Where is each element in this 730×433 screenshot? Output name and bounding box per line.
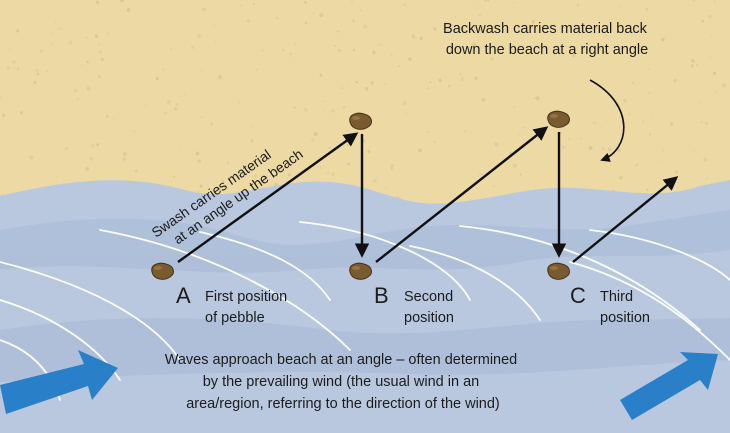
pebble-icon [151, 262, 174, 280]
position-letter-c: C [570, 283, 586, 308]
pebble-icon [349, 262, 372, 280]
backwash-label: Backwash carries material back down the … [443, 21, 651, 58]
backwash-pointer [589, 79, 625, 162]
swash-arrow-2 [375, 126, 549, 263]
position-letter-a: A [176, 283, 191, 308]
pebble-icon [547, 262, 570, 280]
position-letter-b: B [374, 283, 389, 308]
pebble-icon [547, 110, 570, 128]
wind-arrow-icon [0, 350, 118, 414]
wind-arrow-icon [620, 352, 718, 420]
position-caption-c: Third position [600, 289, 650, 326]
wind-arrows [0, 350, 718, 420]
waves-caption: Waves approach beach at an angle – often… [165, 352, 522, 412]
movement-arrows [177, 126, 679, 263]
pebbles [151, 110, 570, 280]
position-caption-a: First position of pebble [205, 289, 291, 326]
position-caption-b: Second position [404, 289, 457, 326]
swash-arrow-1 [177, 132, 359, 263]
wave-bands [0, 210, 730, 382]
swash-arrow-3 [572, 176, 679, 263]
pebble-icon [349, 112, 372, 130]
